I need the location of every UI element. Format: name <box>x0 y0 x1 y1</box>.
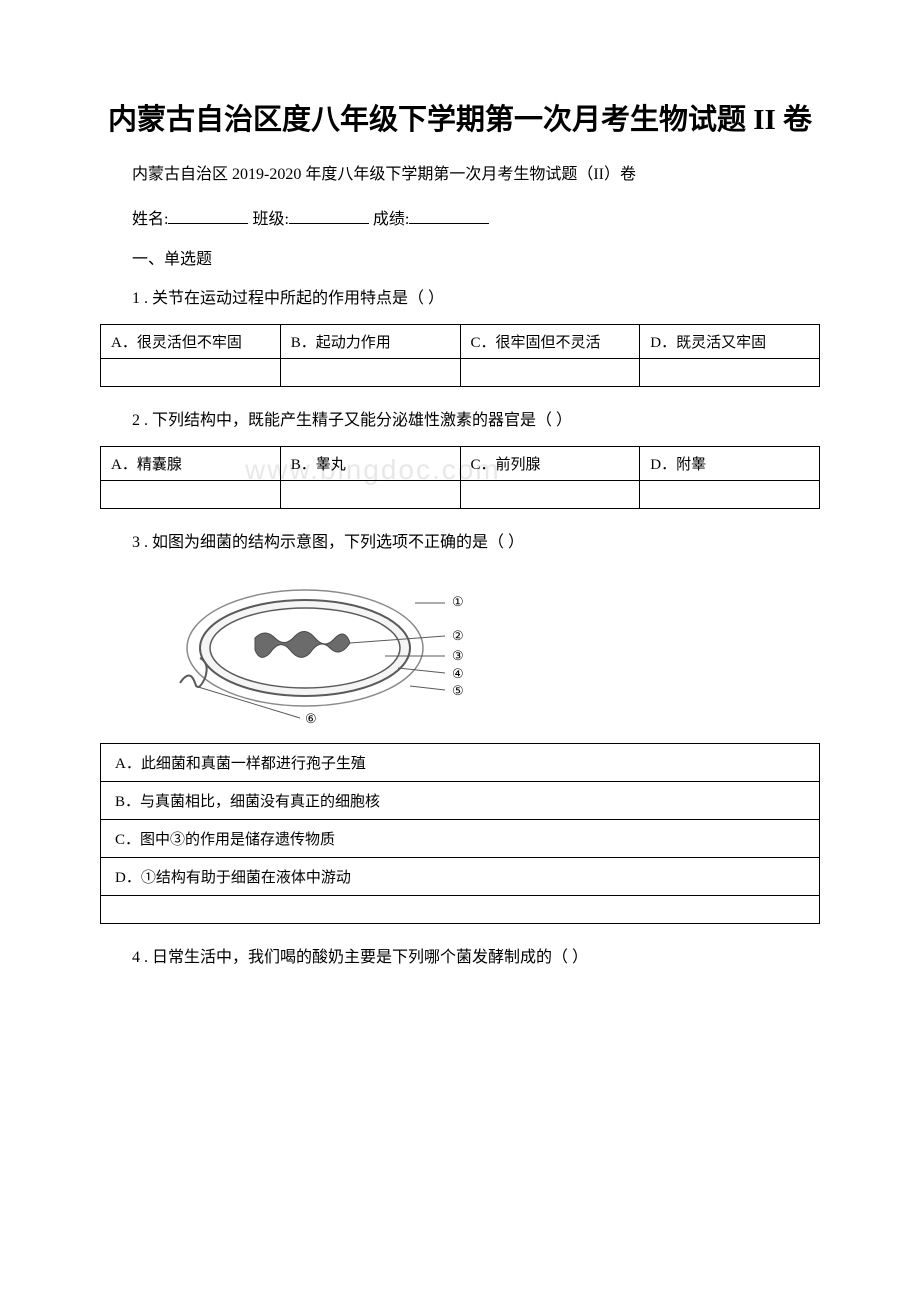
bacteria-svg: ① ② ③ ④ ⑤ ⑥ <box>170 568 490 728</box>
empty-cell <box>460 359 640 387</box>
name-label: 姓名: <box>132 211 168 228</box>
label-3: ③ <box>452 648 464 663</box>
label-4: ④ <box>452 666 464 681</box>
class-label: 班级: <box>252 211 288 228</box>
section-title: 一、单选题 <box>100 245 820 269</box>
option-d[interactable]: D．①结构有助于细菌在液体中游动 <box>101 857 820 895</box>
subtitle-text: 内蒙古自治区 2019-2020 年度八年级下学期第一次月考生物试题（II）卷 <box>132 166 636 183</box>
option-c[interactable]: C．很牢固但不灵活 <box>460 325 640 359</box>
option-a[interactable]: A．很灵活但不牢固 <box>101 325 281 359</box>
page-title: 内蒙古自治区度八年级下学期第一次月考生物试题 II 卷 <box>100 100 820 141</box>
table-row: A．精囊腺 B．睾丸 C．前列腺 D．附睾 <box>101 446 820 480</box>
student-info-line: 姓名: 班级: 成绩: <box>100 205 820 229</box>
option-b[interactable]: B．睾丸 <box>280 446 460 480</box>
empty-cell <box>101 480 281 508</box>
label-2: ② <box>452 628 464 643</box>
score-blank[interactable] <box>409 208 489 224</box>
empty-cell <box>101 895 820 923</box>
class-blank[interactable] <box>289 208 369 224</box>
score-label: 成绩: <box>373 211 409 228</box>
table-row <box>101 359 820 387</box>
option-c[interactable]: C．图中③的作用是储存遗传物质 <box>101 819 820 857</box>
table-row: C．图中③的作用是储存遗传物质 <box>101 819 820 857</box>
table-row <box>101 480 820 508</box>
table-row: B．与真菌相比，细菌没有真正的细胞核 <box>101 781 820 819</box>
question-1-options: A．很灵活但不牢固 B．起动力作用 C．很牢固但不灵活 D．既灵活又牢固 <box>100 324 820 387</box>
question-2-text: 2 . 下列结构中，既能产生精子又能分泌雄性激素的器官是（ ） <box>100 407 820 436</box>
empty-cell <box>280 480 460 508</box>
table-row: A．很灵活但不牢固 B．起动力作用 C．很牢固但不灵活 D．既灵活又牢固 <box>101 325 820 359</box>
question-1-text: 1 . 关节在运动过程中所起的作用特点是（ ） <box>100 285 820 314</box>
option-a[interactable]: A．此细菌和真菌一样都进行孢子生殖 <box>101 743 820 781</box>
subtitle: 内蒙古自治区 2019-2020 年度八年级下学期第一次月考生物试题（II）卷 <box>100 161 820 190</box>
option-d[interactable]: D．附睾 <box>640 446 820 480</box>
label-5: ⑤ <box>452 683 464 698</box>
label-6: ⑥ <box>305 711 317 726</box>
name-blank[interactable] <box>168 208 248 224</box>
empty-cell <box>640 480 820 508</box>
option-a[interactable]: A．精囊腺 <box>101 446 281 480</box>
option-d[interactable]: D．既灵活又牢固 <box>640 325 820 359</box>
option-c[interactable]: C．前列腺 <box>460 446 640 480</box>
empty-cell <box>460 480 640 508</box>
empty-cell <box>640 359 820 387</box>
table-row: D．①结构有助于细菌在液体中游动 <box>101 857 820 895</box>
empty-cell <box>280 359 460 387</box>
label-1: ① <box>452 594 464 609</box>
option-b[interactable]: B．与真菌相比，细菌没有真正的细胞核 <box>101 781 820 819</box>
label-line-5 <box>410 686 445 690</box>
table-row <box>101 895 820 923</box>
question-4-text: 4 . 日常生活中，我们喝的酸奶主要是下列哪个菌发酵制成的（ ） <box>100 944 820 973</box>
question-3-options: A．此细菌和真菌一样都进行孢子生殖 B．与真菌相比，细菌没有真正的细胞核 C．图… <box>100 743 820 924</box>
question-2-options: A．精囊腺 B．睾丸 C．前列腺 D．附睾 <box>100 446 820 509</box>
option-b[interactable]: B．起动力作用 <box>280 325 460 359</box>
empty-cell <box>101 359 281 387</box>
bacteria-diagram: ① ② ③ ④ ⑤ ⑥ <box>170 568 820 733</box>
page-content: 内蒙古自治区度八年级下学期第一次月考生物试题 II 卷 内蒙古自治区 2019-… <box>100 100 820 973</box>
table-row: A．此细菌和真菌一样都进行孢子生殖 <box>101 743 820 781</box>
question-3-text: 3 . 如图为细菌的结构示意图，下列选项不正确的是（ ） <box>100 529 820 558</box>
